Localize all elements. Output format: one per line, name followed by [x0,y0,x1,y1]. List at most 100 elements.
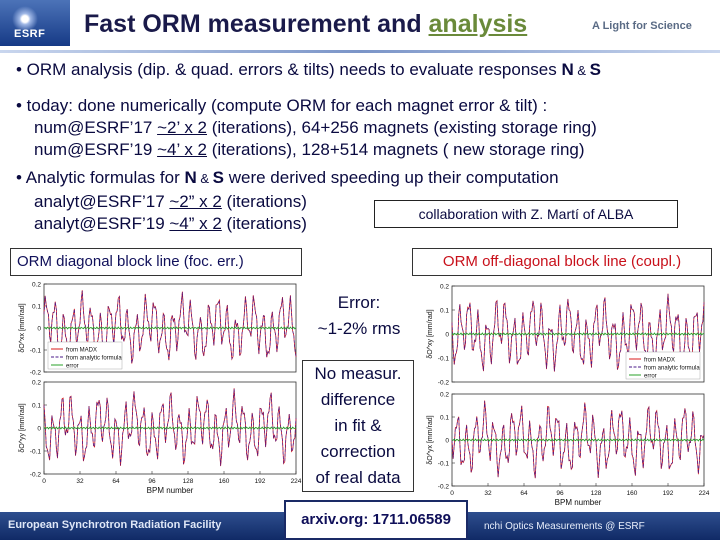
series-analytic [451,401,705,478]
b2l2-prefix: num@ESRF’19 [34,140,158,159]
y-tick-label: -0.1 [438,356,450,363]
chart-panel-left-top: 0.2 0.1 0 -0.1 -0.2 δO^xx [mm/rad] from MADX fr… [19,282,297,377]
chart-panel-right-bottom: 0.2 0.1 0 -0.1 -0.2 δO^yx [mm/rad] 0 32 64 96 128 1… [427,392,710,507]
b3-prefix: • Analytic formulas for [16,168,185,187]
x-tick-label: 192 [255,478,266,485]
x-tick-label: 128 [591,490,602,497]
y-tick-label: 0 [445,438,449,445]
bullet-3-line-1: analyt@ESRF’17 ~2” x 2 (iterations) [34,192,307,212]
nomeasur-line-1: No measur. [314,364,402,383]
y-axis-label: δO^yy [mm/rad] [19,403,26,452]
x-tick-label: 224 [699,490,710,497]
y-axis-label: δO^xy [mm/rad] [427,309,434,358]
bullet-1: • ORM analysis (dip. & quad. errors & ti… [16,60,601,80]
x-tick-label: 96 [556,490,564,497]
b3l2-prefix: analyt@ESRF’19 [34,214,170,233]
b3-amp: & [196,171,213,186]
x-tick-label: 192 [663,490,674,497]
error-note-line-1: Error: [337,293,381,312]
y-tick-label: 0.2 [440,392,449,399]
header-bar [0,0,720,50]
b3l1-suffix: (iterations) [221,192,307,211]
bullet-1-amp: & [573,63,590,78]
b2l1-prefix: num@ESRF’17 [34,118,158,137]
chart-panel-left-bottom: 0.2 0.1 0 -0.1 -0.2 δO^yy [mm/rad] 0 32 64 96 128 1… [19,380,302,496]
bullet-3-line-2: analyt@ESRF’19 ~4” x 2 (iterations) [34,214,307,234]
x-tick-label: 160 [219,478,230,485]
y-tick-label: -0.2 [30,472,42,479]
b3l2-suffix: (iterations) [221,214,307,233]
series-error [43,426,297,430]
nomeasur-line-3: in fit & [334,416,382,435]
page-title: Fast ORM measurement and analysis [84,10,527,39]
nomeasur-line-4: correction [320,442,396,461]
bullet-2-line-2: num@ESRF’19 ~4’ x 2 (iterations), 128+51… [34,140,585,160]
series-analytic [43,388,297,466]
y-tick-label: 0.2 [440,284,449,291]
x-tick-label: 64 [520,490,528,497]
b2l1-suffix: (iterations), 64+256 magnets (existing s… [207,118,597,137]
y-tick-label: 0.1 [32,304,41,311]
bullet-2-line-1: num@ESRF’17 ~2’ x 2 (iterations), 64+256… [34,118,597,138]
y-tick-label: 0 [37,426,41,433]
bullet-1-n: N [561,60,574,79]
x-axis-label: BPM number [147,486,194,495]
y-tick-label: -0.1 [30,348,42,355]
b3-suffix: were derived speeding up their computati… [224,168,559,187]
y-tick-label: -0.2 [438,484,450,491]
nomeasur-line-5: of real data [315,468,401,487]
error-note: Error: ~1-2% rms [302,290,416,350]
series-error [43,326,297,330]
series-analytic [43,290,297,364]
y-tick-label: -0.1 [30,449,42,456]
x-tick-label: 160 [627,490,638,497]
arxiv-reference[interactable]: arxiv.org: 1711.06589 [284,500,468,540]
x-tick-label: 0 [450,490,454,497]
offdiag-chart: 0.2 0.1 0 -0.1 -0.2 δO^xy [mm/rad] from MADX fr… [420,276,710,506]
b2l1-time: ~2’ x 2 [157,118,208,137]
chart-panel-right-top: 0.2 0.1 0 -0.1 -0.2 δO^xy [mm/rad] from MADX fr… [427,284,705,387]
y-axis-label: δO^xx [mm/rad] [19,303,26,352]
y-axis-label: δO^yx [mm/rad] [427,415,434,464]
error-note-line-2: ~1-2% rms [317,319,401,338]
x-tick-label: 32 [76,478,84,485]
x-axis-label: BPM number [555,498,602,506]
b2l2-suffix: (iterations), 128+514 magnets ( new stor… [207,140,585,159]
b3l2-time: ~4” x 2 [169,214,222,233]
y-tick-label: 0.2 [32,380,41,387]
b2l2-time: ~4’ x 2 [157,140,208,159]
bullet-1-s: S [589,60,602,79]
logo-text: ESRF [14,28,46,40]
header-divider [0,50,720,53]
footer-institution: European Synchrotron Radiation Facility [8,519,222,531]
y-tick-label: 0.1 [440,415,449,422]
diag-chart: 0.2 0.1 0 -0.1 -0.2 δO^xx [mm/rad] from MADX fr… [8,276,302,500]
bullet-1-text: • ORM analysis (dip. & quad. errors & ti… [16,60,562,79]
no-measurement-note: No measur. difference in fit & correctio… [302,360,414,492]
legend-entry: error [644,374,657,380]
y-tick-label: 0.1 [32,403,41,410]
b3l1-time: ~2” x 2 [169,192,222,211]
bullet-2: • today: done numerically (compute ORM f… [16,96,548,115]
x-tick-label: 128 [183,478,194,485]
collaboration-note: collaboration with Z. Martí of ALBA [374,200,678,228]
x-tick-label: 32 [484,490,492,497]
logo-star-icon [12,6,38,32]
title-link[interactable]: analysis [428,10,528,38]
title-prefix: Fast ORM measurement and [84,10,429,38]
x-tick-label: 64 [112,478,120,485]
y-tick-label: -0.2 [438,380,450,387]
legend-entry: from MADX [66,348,97,354]
offdiag-block-label: ORM off-diagonal block line (coupl.) [412,248,712,276]
tagline: A Light for Science [592,20,692,32]
bullet-3: • Analytic formulas for N & S were deriv… [16,168,559,188]
legend-entry: from analytic formula [644,366,700,372]
x-tick-label: 96 [148,478,156,485]
y-tick-label: -0.2 [30,370,42,377]
legend-entry: from MADX [644,358,675,364]
series-analytic [451,294,705,374]
b3-s: S [212,168,224,187]
footer-event: nchi Optics Measurements @ ESRF [484,521,645,532]
series-error [451,332,705,336]
x-tick-label: 224 [291,478,302,485]
